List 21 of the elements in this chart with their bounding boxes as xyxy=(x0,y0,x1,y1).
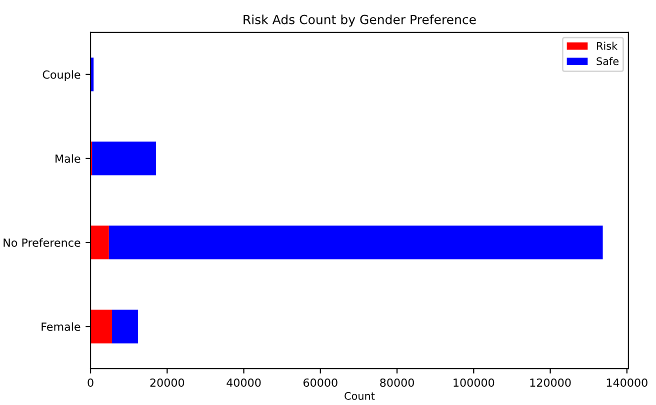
x-axis-title: Count xyxy=(344,392,375,400)
y-tick-label: Male xyxy=(56,154,80,163)
legend-label: Safe xyxy=(596,57,619,66)
y-tick-label: Female xyxy=(42,322,80,331)
x-tick-label: 100000 xyxy=(454,378,494,387)
x-tick-label: 20000 xyxy=(150,378,184,387)
bar xyxy=(90,310,112,344)
x-tick-label: 80000 xyxy=(380,378,414,387)
x-tick-label: 40000 xyxy=(226,378,261,387)
y-tick-label: Couple xyxy=(42,70,80,81)
x-tick-label: 60000 xyxy=(304,378,338,387)
chart-title: Risk Ads Count by Gender Preference xyxy=(244,14,476,27)
bar xyxy=(108,226,603,260)
bar xyxy=(92,142,156,176)
x-tick-label: 120000 xyxy=(530,378,571,387)
bar xyxy=(90,226,109,260)
y-tick-label: No Preference xyxy=(4,238,80,247)
bar xyxy=(112,310,138,344)
x-tick-label: 140000 xyxy=(606,378,648,387)
legend-label: Risk xyxy=(597,42,618,50)
x-tick-label: 0 xyxy=(88,378,94,387)
